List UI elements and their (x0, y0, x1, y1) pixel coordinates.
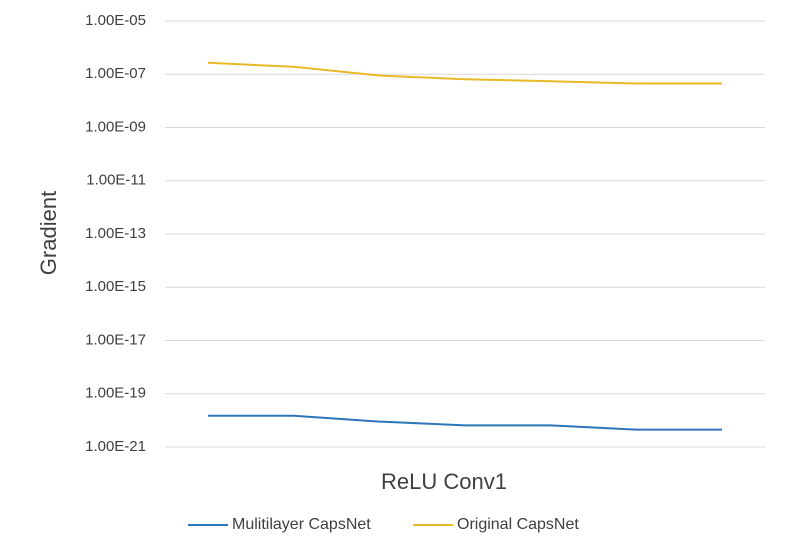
y-tick-label: 1.00E-05 (85, 12, 146, 29)
y-tick-label: 1.00E-07 (85, 65, 146, 82)
y-tick-labels: 1.00E-05 1.00E-07 1.00E-09 1.00E-11 1.00E-13… (85, 12, 146, 455)
y-tick-label: 1.00E-21 (85, 438, 146, 455)
legend: Mulitilayer CapsNet Original CapsNet (188, 516, 579, 533)
y-tick-label: 1.00E-13 (85, 225, 146, 242)
legend-label: Mulitilayer CapsNet (232, 516, 371, 533)
y-tick-label: 1.00E-15 (85, 278, 146, 295)
series-line-1 (208, 414, 722, 431)
y-tick-label: 1.00E-11 (86, 172, 146, 189)
y-tick-label: 1.00E-19 (85, 385, 146, 402)
legend-label: Original CapsNet (457, 516, 579, 533)
y-tick-label: 1.00E-17 (85, 331, 146, 348)
series-line-2 (207, 61, 722, 85)
y-axis-title: Gradient (36, 191, 61, 275)
gridlines (165, 20, 765, 448)
y-tick-label: 1.00E-09 (85, 118, 146, 135)
series-lines (207, 61, 722, 431)
x-axis-title: ReLU Conv1 (381, 469, 507, 494)
